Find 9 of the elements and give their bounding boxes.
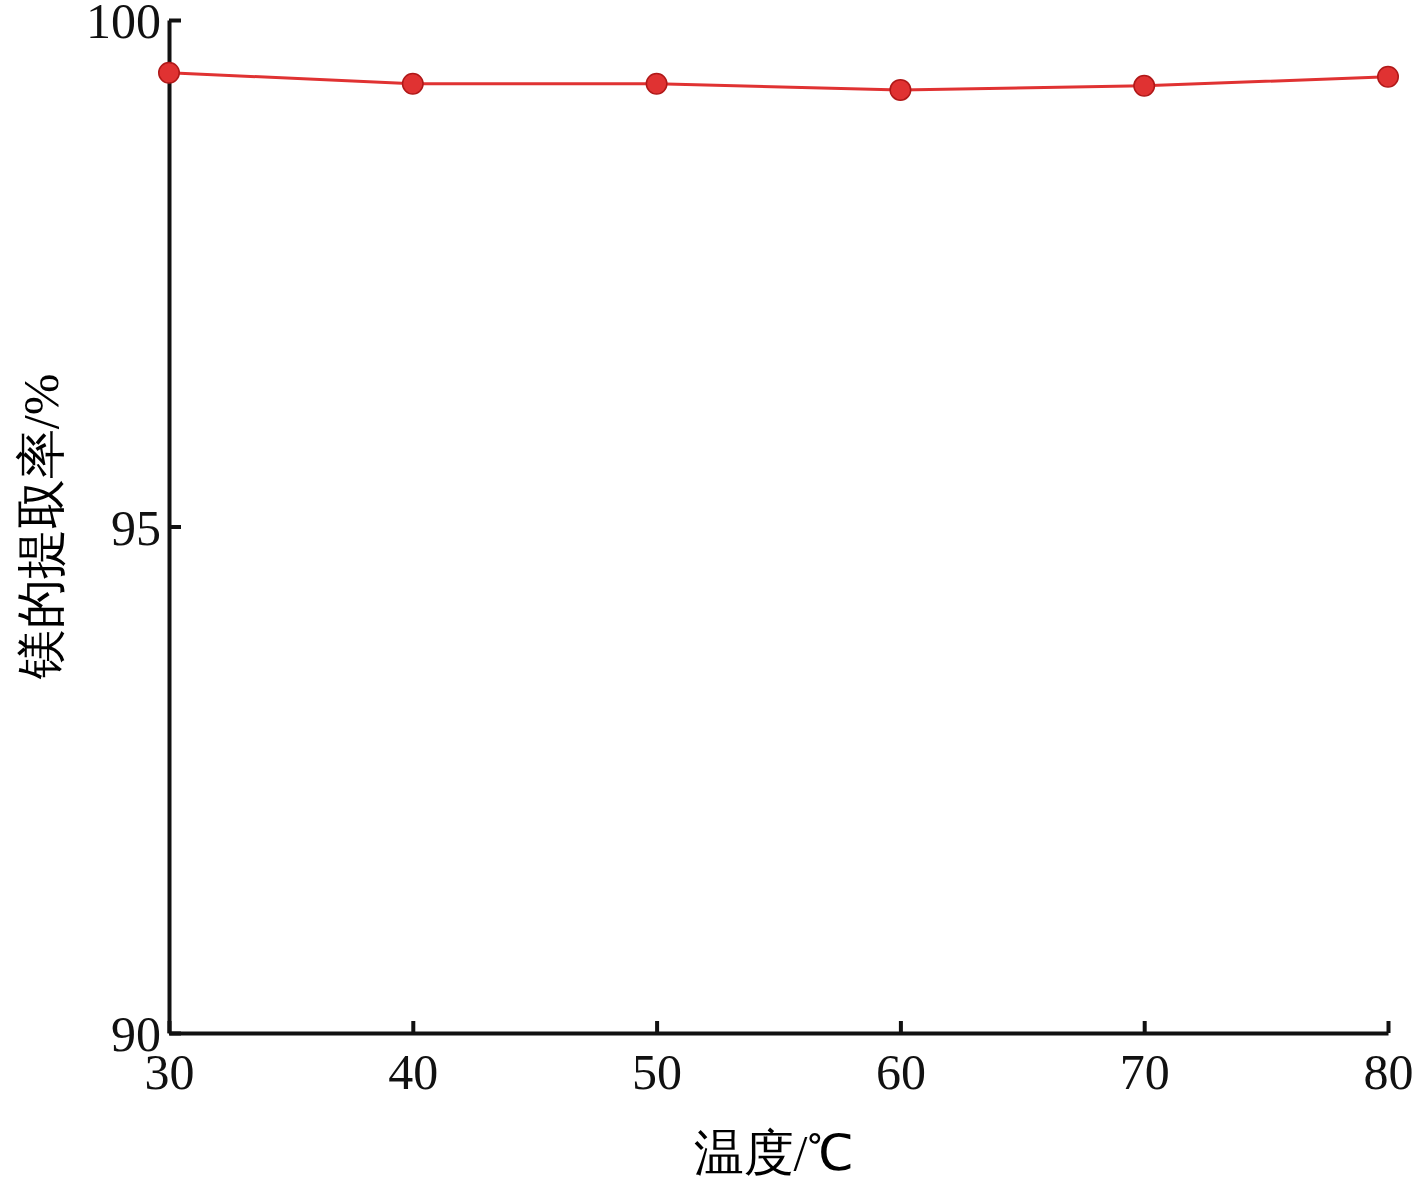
x-tick-label: 40 bbox=[388, 1043, 439, 1100]
y-axis-title: 镁的提取率/% bbox=[13, 373, 69, 681]
y-tick-label: 95 bbox=[111, 499, 161, 556]
x-tick-label: 80 bbox=[1363, 1043, 1414, 1100]
x-axis-title: 温度/℃ bbox=[693, 1125, 854, 1181]
x-tick-label: 60 bbox=[875, 1043, 926, 1100]
x-tick-label: 50 bbox=[632, 1043, 683, 1100]
y-tick-label: 100 bbox=[86, 0, 161, 49]
x-tick-label: 70 bbox=[1119, 1043, 1170, 1100]
